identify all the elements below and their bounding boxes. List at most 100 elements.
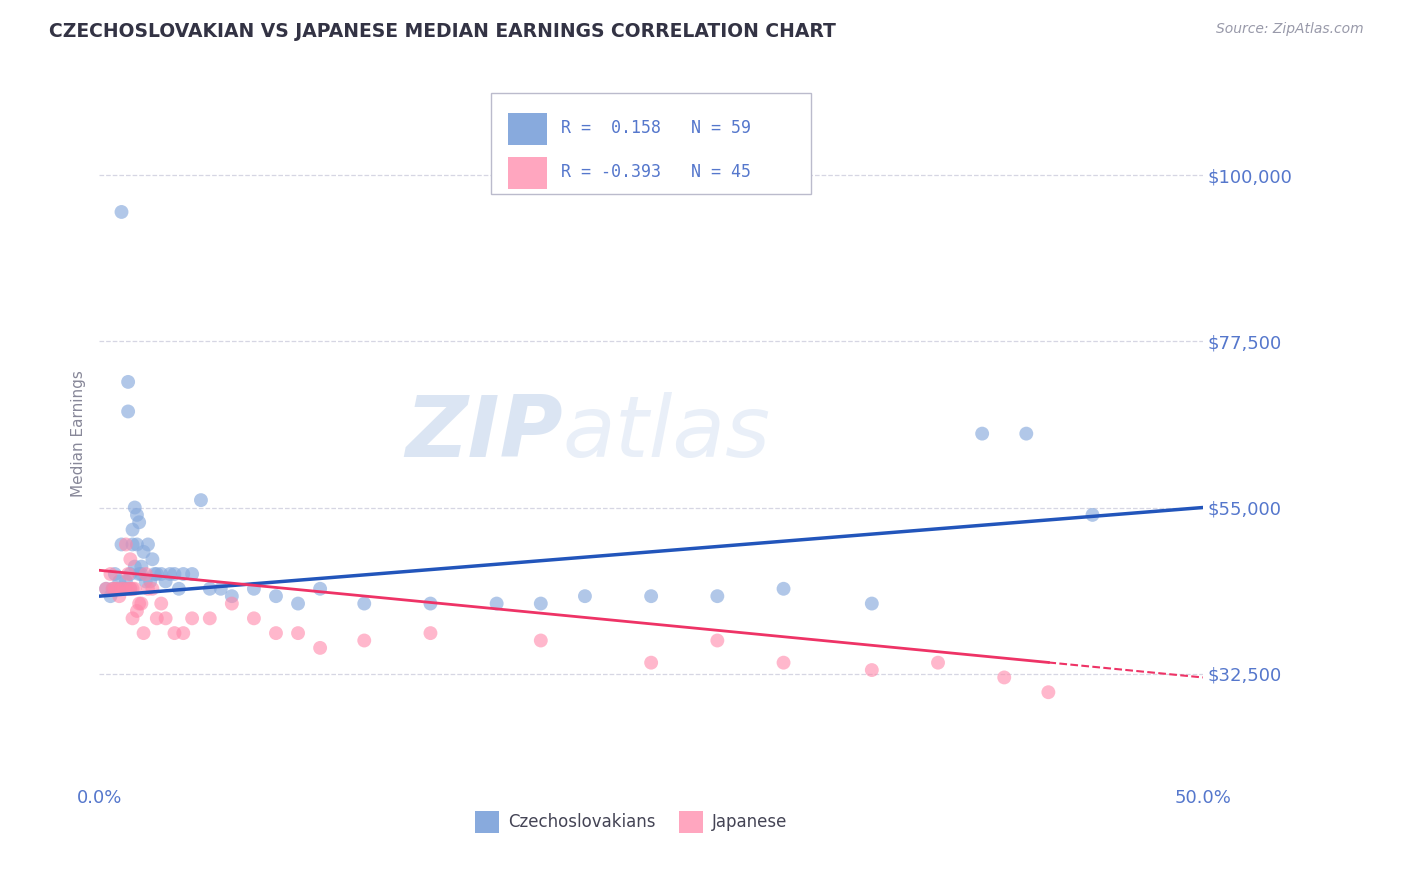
Point: [264, 626, 287, 640]
Point: [772, 582, 794, 596]
Point: [120, 582, 142, 596]
Point: [101, 582, 124, 596]
Point: [264, 589, 287, 603]
Point: [121, 582, 143, 596]
Point: [117, 582, 139, 596]
Bar: [475, 811, 499, 833]
Point: [120, 582, 142, 596]
Point: [132, 626, 155, 640]
Point: [104, 582, 127, 596]
Bar: [508, 113, 547, 145]
Point: [112, 582, 135, 596]
Point: [419, 597, 441, 611]
Point: [101, 582, 124, 596]
Point: [530, 633, 553, 648]
Point: [181, 611, 204, 625]
Point: [209, 582, 232, 596]
Text: Czechoslovakians: Czechoslovakians: [508, 813, 655, 830]
Point: [706, 633, 728, 648]
Point: [860, 663, 883, 677]
Point: [972, 426, 994, 441]
Text: atlas: atlas: [562, 392, 770, 475]
Point: [485, 597, 508, 611]
Point: [146, 611, 169, 625]
Point: [131, 597, 153, 611]
Point: [108, 589, 131, 603]
Point: [115, 574, 138, 589]
Point: [120, 567, 142, 582]
Y-axis label: Median Earnings: Median Earnings: [72, 370, 86, 497]
Point: [146, 567, 169, 582]
Point: [121, 537, 143, 551]
Point: [100, 589, 122, 603]
Point: [287, 597, 309, 611]
Text: CZECHOSLOVAKIAN VS JAPANESE MEDIAN EARNINGS CORRELATION CHART: CZECHOSLOVAKIAN VS JAPANESE MEDIAN EARNI…: [49, 22, 837, 41]
Point: [163, 626, 186, 640]
Point: [117, 375, 139, 389]
Point: [124, 500, 146, 515]
Point: [163, 567, 186, 582]
Point: [287, 626, 309, 640]
Point: [128, 597, 150, 611]
Point: [100, 567, 122, 582]
Point: [309, 640, 332, 655]
Point: [110, 537, 132, 551]
Point: [150, 597, 173, 611]
Point: [772, 656, 794, 670]
Point: [136, 537, 159, 551]
Point: [993, 670, 1015, 684]
Point: [128, 516, 150, 530]
Point: [706, 589, 728, 603]
FancyBboxPatch shape: [491, 94, 811, 194]
Point: [121, 523, 143, 537]
Point: [155, 611, 177, 625]
Point: [125, 537, 148, 551]
Point: [115, 537, 138, 551]
Point: [121, 611, 143, 625]
Point: [125, 604, 148, 618]
Point: [105, 582, 128, 596]
Point: [198, 582, 221, 596]
Bar: [679, 811, 703, 833]
Point: [1015, 426, 1038, 441]
Point: [181, 567, 204, 582]
Point: [94, 582, 117, 596]
Point: [143, 567, 166, 582]
Point: [172, 567, 194, 582]
Point: [221, 589, 243, 603]
Point: [640, 589, 662, 603]
Point: [198, 611, 221, 625]
Point: [353, 633, 375, 648]
Bar: [508, 157, 547, 189]
Point: [128, 567, 150, 582]
Text: Source: ZipAtlas.com: Source: ZipAtlas.com: [1216, 22, 1364, 37]
Point: [159, 567, 181, 582]
Text: ZIP: ZIP: [405, 392, 562, 475]
Point: [135, 567, 157, 582]
Point: [136, 582, 159, 596]
Point: [104, 567, 127, 582]
Point: [167, 582, 190, 596]
Point: [353, 597, 375, 611]
Point: [135, 574, 157, 589]
Point: [860, 597, 883, 611]
Text: R =  0.158   N = 59: R = 0.158 N = 59: [561, 120, 751, 137]
Point: [139, 574, 162, 589]
Point: [172, 626, 194, 640]
Point: [419, 626, 441, 640]
Point: [190, 493, 212, 508]
Point: [110, 205, 132, 219]
Point: [309, 582, 332, 596]
Point: [105, 582, 128, 596]
Point: [150, 567, 173, 582]
Point: [1038, 685, 1060, 699]
Point: [125, 508, 148, 522]
Point: [530, 597, 553, 611]
Text: R = -0.393   N = 45: R = -0.393 N = 45: [561, 163, 751, 181]
Point: [124, 582, 146, 596]
Point: [117, 567, 139, 582]
Point: [132, 545, 155, 559]
Point: [640, 656, 662, 670]
Point: [155, 574, 177, 589]
Text: Japanese: Japanese: [711, 813, 787, 830]
